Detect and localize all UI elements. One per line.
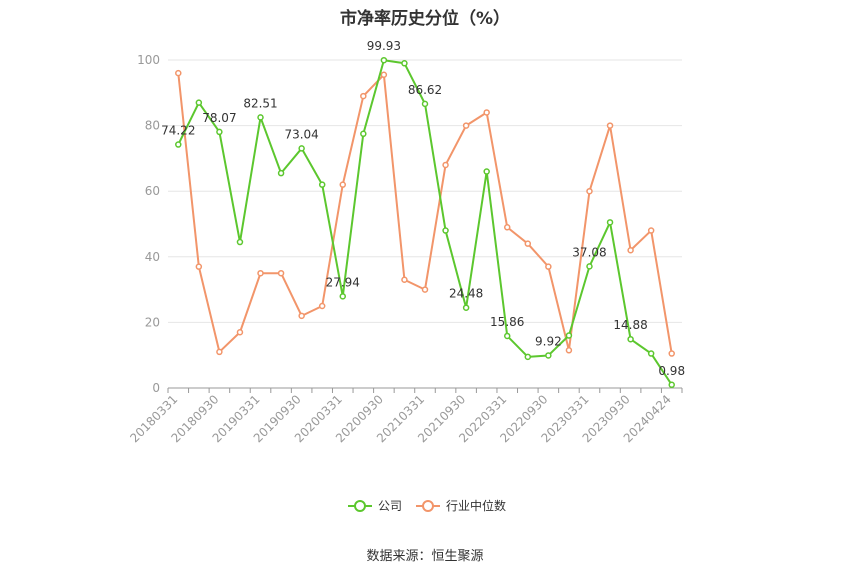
grid-layer (168, 59, 682, 323)
company-point (462, 304, 470, 311)
industry-point (462, 122, 470, 129)
y-tick-label: 20 (145, 315, 160, 329)
company-point (565, 332, 573, 339)
series-layer (175, 56, 675, 389)
company-point (339, 293, 347, 300)
data-label: 73.04 (284, 127, 318, 141)
company-point (257, 114, 264, 121)
industry-point (298, 312, 305, 320)
legend-marker (354, 500, 366, 512)
legend-label: 公司 (378, 499, 402, 513)
industry-point (586, 187, 593, 195)
company-point (524, 353, 532, 361)
company-point (216, 128, 223, 136)
company-point (277, 169, 285, 177)
legend: 公司 行业中位数 (348, 498, 506, 513)
industry-point (175, 69, 182, 77)
legend-label: 行业中位数 (446, 498, 506, 513)
y-tick-label: 40 (145, 250, 160, 264)
industry-point (627, 246, 634, 254)
industry-point (380, 71, 388, 79)
industry-point (524, 240, 532, 247)
industry-point (195, 263, 203, 270)
chart-title: 市净率历史分位（%） (339, 9, 511, 29)
data-label: 24.48 (449, 287, 483, 301)
industry-point (442, 161, 449, 169)
industry-point (318, 302, 326, 310)
company-point (298, 145, 305, 152)
industry-point (545, 263, 552, 270)
legend-item-industry: 行业中位数 (416, 498, 506, 513)
data-label: 9.92 (535, 334, 562, 348)
data-label: 86.62 (408, 83, 442, 97)
industry-point (216, 348, 223, 356)
industry-point (277, 269, 285, 277)
industry-point (606, 122, 614, 129)
data-label: 27.94 (326, 275, 360, 289)
company-point (175, 141, 182, 148)
company-point (483, 168, 490, 175)
y-tick-label: 60 (145, 184, 160, 198)
industry-point (483, 109, 490, 116)
y-tick-label: 0 (152, 381, 160, 395)
industry-point (503, 224, 511, 231)
data-label: 37.08 (572, 245, 606, 259)
company-point (236, 238, 244, 246)
industry-point (668, 350, 675, 357)
data-label: 99.93 (367, 39, 401, 53)
company-point (401, 60, 408, 67)
data-label: 82.51 (243, 96, 277, 110)
y-tick-label: 100 (137, 53, 160, 67)
company-point (318, 181, 326, 188)
industry-point (360, 92, 367, 100)
industry-point (565, 347, 573, 354)
legend-marker (422, 500, 434, 512)
company-point (627, 335, 634, 343)
legend-item-company: 公司 (348, 499, 402, 513)
company-point (586, 263, 593, 270)
y-tick-label: 80 (145, 119, 160, 133)
company-point (195, 99, 203, 106)
company-point (380, 56, 388, 64)
data-source: 数据来源：恒生聚源 (366, 549, 484, 564)
company-point (503, 332, 511, 340)
industry-point (647, 227, 655, 234)
industry-point (257, 269, 264, 277)
industry-point (339, 181, 347, 188)
data-label: 78.07 (202, 111, 236, 125)
data-label: 14.88 (613, 318, 647, 332)
label-layer: 74.22 78.07 82.51 73.04 27.94 99.93 86.62 24.48… (161, 39, 685, 378)
data-label: 0.98 (658, 364, 685, 378)
industry-point (236, 328, 244, 336)
industry-line (177, 73, 673, 354)
data-label: 74.22 (161, 124, 195, 138)
industry-point (401, 276, 408, 284)
industry-point (421, 286, 429, 293)
data-label: 15.86 (490, 315, 524, 329)
company-point (442, 227, 449, 234)
company-point (668, 381, 675, 389)
company-point (606, 219, 614, 226)
company-point (360, 130, 367, 138)
company-point (647, 350, 655, 357)
company-point (421, 100, 429, 108)
company-point (545, 352, 552, 359)
